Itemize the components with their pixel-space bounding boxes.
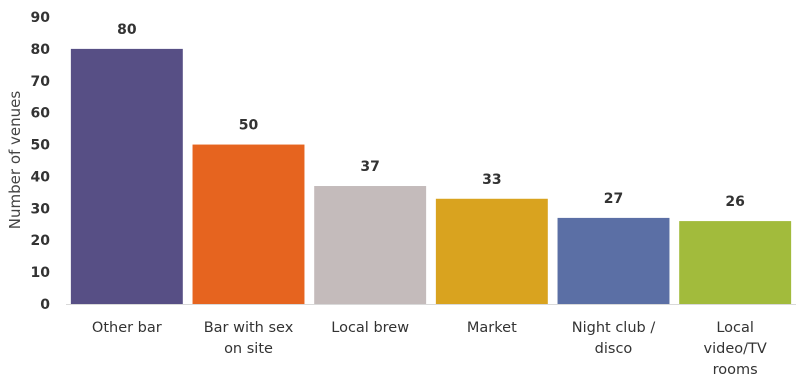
bar [314, 186, 427, 304]
y-tick-label: 50 [31, 138, 51, 154]
data-label: 27 [604, 191, 623, 207]
y-tick-label: 40 [31, 169, 51, 185]
x-category-label: disco [595, 341, 633, 357]
bar [192, 144, 305, 304]
x-category-label: Local [716, 320, 754, 336]
data-labels: 80 50 37 33 27 26 [117, 22, 745, 210]
y-tick-label: 60 [31, 106, 51, 122]
x-axis-categories: Other bar Bar with sex on site Local brew Ma… [92, 320, 767, 376]
bar [435, 198, 548, 304]
x-category-label: on site [224, 341, 273, 357]
y-axis-ticks: 0 10 20 30 40 50 60 70 80 90 [31, 10, 51, 313]
y-tick-label: 90 [31, 10, 51, 26]
x-category-label: Bar with sex [204, 320, 294, 336]
data-label: 80 [117, 22, 137, 38]
y-tick-label: 80 [31, 42, 51, 58]
x-category-label: Other bar [92, 320, 162, 336]
bar [679, 221, 792, 304]
y-tick-label: 70 [31, 74, 51, 90]
y-tick-label: 20 [31, 233, 51, 249]
x-category-label: Local brew [331, 320, 409, 336]
data-label: 37 [360, 159, 379, 175]
x-category-label: Market [467, 320, 517, 336]
bars [70, 48, 792, 305]
x-category-label: video/TV [704, 341, 767, 357]
bar [70, 48, 183, 305]
y-tick-label: 30 [31, 201, 51, 217]
data-label: 26 [725, 194, 744, 210]
y-axis-label: Number of venues [6, 91, 24, 230]
bar [557, 217, 670, 304]
y-tick-label: 10 [31, 265, 51, 281]
x-category-label: rooms [713, 362, 758, 376]
data-label: 33 [482, 172, 501, 188]
data-label: 50 [239, 118, 259, 134]
y-tick-label: 0 [40, 297, 50, 313]
x-category-label: Night club / [572, 320, 656, 336]
